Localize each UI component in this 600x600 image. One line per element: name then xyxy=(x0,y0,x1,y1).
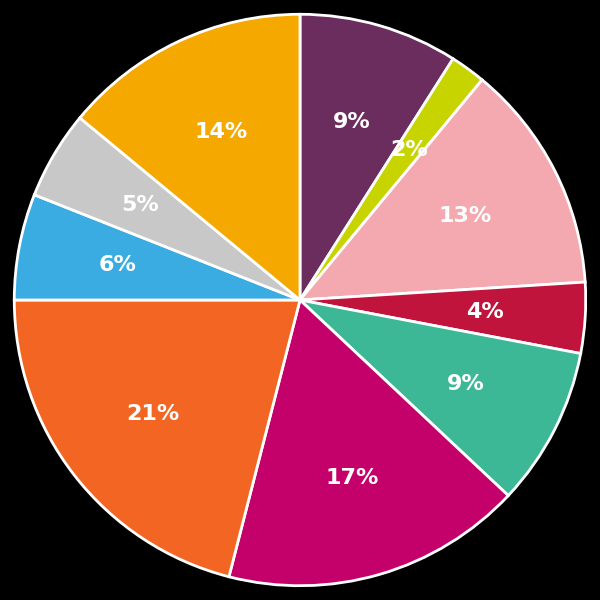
Wedge shape xyxy=(300,14,453,300)
Wedge shape xyxy=(300,282,586,353)
Text: 6%: 6% xyxy=(98,255,137,275)
Wedge shape xyxy=(80,14,300,300)
Wedge shape xyxy=(229,300,508,586)
Wedge shape xyxy=(300,80,585,300)
Text: 9%: 9% xyxy=(333,112,371,131)
Text: 5%: 5% xyxy=(121,196,159,215)
Text: 4%: 4% xyxy=(466,302,504,322)
Wedge shape xyxy=(300,300,581,496)
Wedge shape xyxy=(300,59,482,300)
Wedge shape xyxy=(14,195,300,300)
Text: 14%: 14% xyxy=(194,122,248,142)
Text: 2%: 2% xyxy=(390,140,428,160)
Text: 17%: 17% xyxy=(325,469,379,488)
Wedge shape xyxy=(14,300,300,577)
Text: 13%: 13% xyxy=(439,206,492,226)
Wedge shape xyxy=(34,118,300,300)
Text: 9%: 9% xyxy=(446,374,484,394)
Text: 21%: 21% xyxy=(127,404,180,424)
